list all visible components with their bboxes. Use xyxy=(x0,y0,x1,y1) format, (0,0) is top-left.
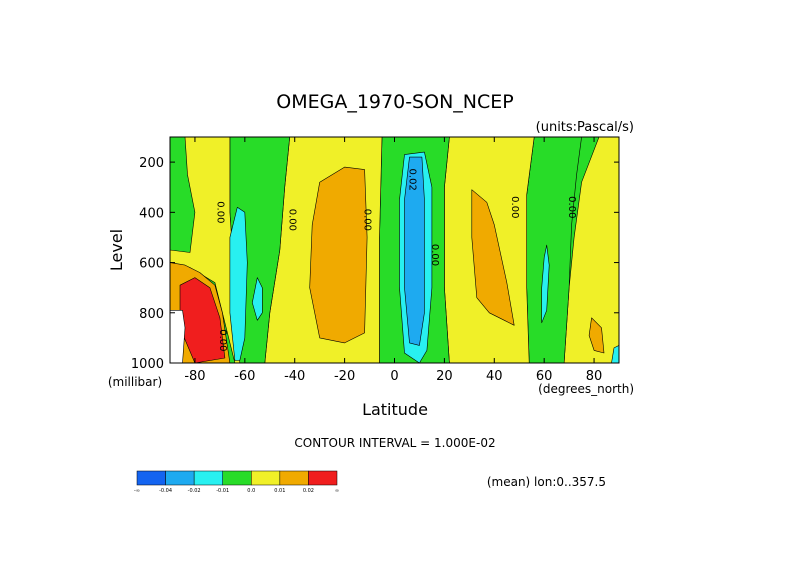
colorbar-label: -0.01 xyxy=(216,488,229,494)
colorbar: -∞ -0.04 -0.02 -0.01 0.0 0.01 0.02 ∞ xyxy=(134,470,339,494)
contour-label-5: 0.00 xyxy=(509,196,520,218)
y-tick-label: 800 xyxy=(139,307,164,322)
y-tick-label: 1000 xyxy=(131,357,164,372)
contour-region-17 xyxy=(541,244,550,324)
colorbar-label: -∞ xyxy=(134,488,140,494)
x-tick-label: 40 xyxy=(486,369,503,384)
y-tick-label: 600 xyxy=(139,257,164,272)
contour-interval: CONTOUR INTERVAL = 1.000E-02 xyxy=(294,436,495,450)
contour-region-16 xyxy=(471,189,515,326)
y-axis-units: (millibar) xyxy=(108,375,162,389)
x-tick-label: 60 xyxy=(536,369,553,384)
contour-region-18 xyxy=(588,317,605,354)
contour-region-8 xyxy=(229,207,248,361)
x-tick-label: 0 xyxy=(390,369,398,384)
colorbar-swatch xyxy=(308,470,338,486)
contour-label-4: 0.00 xyxy=(429,244,440,266)
contour-region-15 xyxy=(404,156,425,346)
y-axis-ticks: 200 400 600 800 1000 xyxy=(131,156,619,372)
colorbar-swatch xyxy=(222,470,252,486)
y-axis-label: Level xyxy=(107,229,126,271)
x-tick-label: -80 xyxy=(184,369,205,384)
x-axis-ticks: -80 -60 -40 -20 0 20 40 60 80 xyxy=(184,137,602,384)
contour-label-3: 0.02 xyxy=(406,169,417,191)
y-tick-label: 200 xyxy=(139,156,164,171)
x-tick-label: -40 xyxy=(284,369,305,384)
colorbar-swatch xyxy=(136,470,166,486)
colorbar-label: ∞ xyxy=(335,488,339,494)
colorbar-label: -0.04 xyxy=(159,488,172,494)
contour-regions xyxy=(170,137,619,363)
colorbar-label: -0.02 xyxy=(188,488,201,494)
x-axis-label: Latitude xyxy=(362,400,428,419)
chart-title: OMEGA_1970-SON_NCEP xyxy=(276,91,513,113)
contour-label-0: 0.00 xyxy=(214,201,225,223)
contour-label-7: 0.00 xyxy=(217,329,228,351)
contour-region-13 xyxy=(309,166,368,344)
y-tick-label: 400 xyxy=(139,206,164,221)
colorbar-swatch xyxy=(251,470,281,486)
contour-label-6: 0.00 xyxy=(566,196,577,218)
plot-area: 0.00 0.00 0.00 0.02 0.00 0.00 0.00 0.00 xyxy=(170,137,619,363)
contour-label-2: 0.00 xyxy=(362,209,373,231)
colorbar-swatch xyxy=(193,470,223,486)
units-label: (units:Pascal/s) xyxy=(536,120,634,135)
colorbar-label: 0.02 xyxy=(303,488,314,494)
x-tick-label: 20 xyxy=(436,369,453,384)
contour-region-19 xyxy=(611,345,619,363)
contour-region-7 xyxy=(170,137,196,253)
contour-label-1: 0.00 xyxy=(287,209,298,231)
x-tick-label: -60 xyxy=(234,369,255,384)
mean-longitude-note: (mean) lon:0..357.5 xyxy=(487,475,606,489)
contour-region-12 xyxy=(170,309,186,363)
colorbar-swatch xyxy=(279,470,309,486)
x-tick-label: 80 xyxy=(586,369,603,384)
x-axis-units: (degrees_north) xyxy=(538,382,634,396)
x-tick-label: -20 xyxy=(334,369,355,384)
colorbar-swatch xyxy=(165,470,195,486)
colorbar-label: 0.01 xyxy=(274,488,285,494)
contour-labels: 0.00 0.00 0.00 0.02 0.00 0.00 0.00 0.00 xyxy=(214,169,577,352)
contour-region-9 xyxy=(252,277,263,321)
colorbar-label: 0.0 xyxy=(247,488,255,494)
